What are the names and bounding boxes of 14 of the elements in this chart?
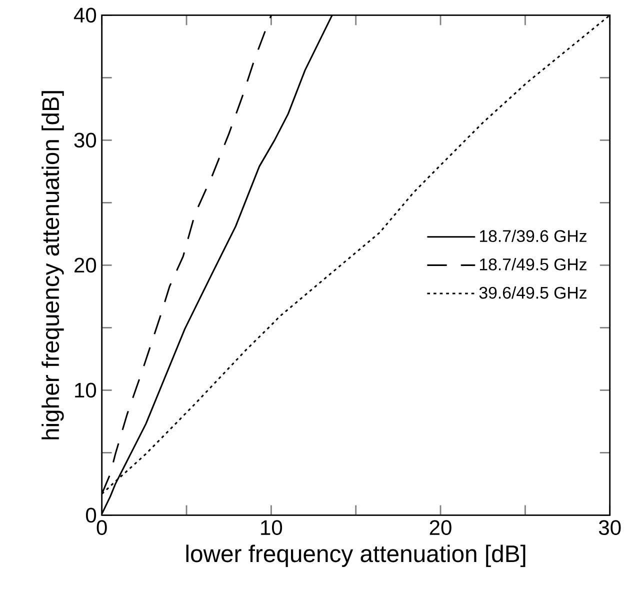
y-axis-title: higher frequency attenuation [dB] (42, 91, 64, 440)
legend-label: 39.6/49.5 GHz (479, 286, 586, 299)
x-tick-label: 30 (598, 520, 621, 536)
y-tick-label: 30 (74, 132, 96, 148)
x-tick-label: 20 (430, 520, 452, 536)
y-tick-label: 0 (86, 508, 96, 523)
y-tick-label: 20 (74, 258, 96, 273)
y-tick-label: 10 (75, 382, 96, 398)
y-tick-label: 40 (74, 8, 96, 23)
x-tick-label: 10 (261, 520, 282, 536)
legend-label: 18.7/39.6 GHz (480, 230, 586, 242)
x-axis-title: lower frequency attenuation [dB] (186, 544, 526, 567)
x-tick-label: 0 (96, 520, 107, 536)
legend-label: 18.7/49.5 GHz (480, 258, 586, 270)
